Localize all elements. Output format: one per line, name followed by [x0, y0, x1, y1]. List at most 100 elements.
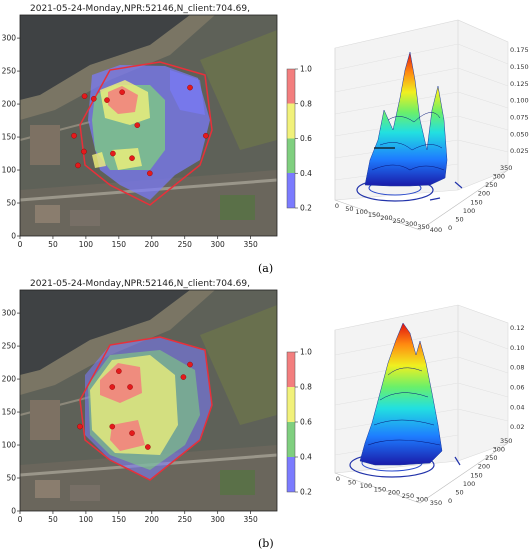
x-tick-label: 150 [368, 211, 380, 219]
y-tick-label: 0 [448, 224, 452, 232]
x-tick-label: 200 [145, 240, 160, 249]
y-tick-label: 150 [470, 471, 482, 479]
y-tick-label: 350 [500, 164, 512, 172]
y-tick-label: 250 [485, 454, 497, 462]
colorbar-tick-label: 0.8 [300, 99, 312, 108]
client-point [75, 162, 81, 169]
client-point [81, 148, 87, 155]
y-tick-label: 50 [6, 474, 16, 483]
client-point [127, 384, 133, 390]
x-tick-label: 50 [48, 240, 58, 249]
figure-panel-a: 2021-05-24-Monday,NPR:52146,N_client:704… [0, 0, 531, 275]
x-tick-label: 300 [211, 240, 226, 249]
client-point [109, 384, 116, 390]
surface-axes: 0.020.040.060.080.100.120 50 100 150 200 250 3… [336, 324, 525, 507]
z-tick-label: 0.050 [510, 130, 529, 138]
x-tick-label: 0 [18, 515, 23, 524]
x-tick-label: 300 [211, 515, 226, 524]
client-point [129, 155, 135, 161]
client-point [119, 89, 125, 95]
z-tick-label: 0.125 [510, 80, 529, 88]
x-tick-label: 0 [18, 240, 23, 249]
x-tick-label: 250 [402, 492, 414, 500]
client-points [71, 84, 209, 177]
x-tick-label: 350 [243, 515, 258, 524]
x-tick-label: 350 [417, 223, 429, 231]
panel-label-a: (a) [258, 262, 273, 275]
panel-label-b: (b) [258, 537, 274, 550]
client-point [109, 423, 116, 430]
z-tick-label: 0.025 [510, 147, 529, 155]
x-tick-label: 300 [405, 220, 417, 228]
z-tick-label: 0.04 [510, 403, 524, 411]
colorbar: 0.2 0.4 0.6 0.8 1.0 [286, 65, 312, 213]
y-tick-label: 150 [470, 198, 482, 206]
colorbar-tick-label: 0.4 [300, 169, 312, 178]
y-tick-label: 100 [2, 441, 17, 450]
x-tick-label: 400 [430, 226, 442, 234]
x-tick-label: 200 [380, 214, 392, 222]
x-tick-label: 0 [336, 475, 340, 483]
x-tick-label: 200 [388, 489, 400, 497]
y-tick-label: 0 [11, 507, 16, 516]
y-tick-label: 300 [493, 446, 505, 454]
client-point [147, 170, 153, 177]
colorbar-tick-label: 0.6 [300, 418, 312, 427]
z-tick-label: 0.150 [510, 63, 529, 71]
client-point [145, 444, 151, 450]
density-overlay [79, 61, 213, 206]
z-tick-label: 0.06 [510, 383, 524, 391]
x-tick-label: 150 [112, 515, 127, 524]
y-tick-label: 250 [2, 342, 17, 351]
x-tick-label: 200 [145, 515, 160, 524]
colorbar-tick-label: 0.6 [300, 134, 312, 143]
panel-a-svg: 2021-05-24-Monday,NPR:52146,N_client:704… [2, 4, 529, 275]
y-tick-label: 150 [2, 408, 17, 417]
x-tick-label: 100 [356, 208, 368, 216]
colorbar-ticks: 0.2 0.4 0.6 0.8 1.0 [295, 348, 312, 497]
y-tick-label: 350 [500, 437, 512, 445]
map-axes: 0 50 100 150 200 250 300 350 0 50 100 150 200 250 300 [2, 14, 278, 249]
y-tick-label: 100 [463, 207, 475, 215]
colorbar-tick-label: 0.4 [300, 453, 312, 462]
colorbar-tick-label: 1.0 [300, 65, 312, 74]
map-title: 2021-05-24-Monday,NPR:52146,N_client:704… [30, 279, 250, 289]
x-tick-label: 100 [79, 240, 94, 249]
y-tick-label: 0 [448, 497, 452, 505]
client-point [77, 423, 83, 430]
colorbar-tick-label: 0.2 [300, 488, 312, 497]
y-tick-label: 0 [11, 232, 16, 241]
y-tick-label: 200 [2, 375, 17, 384]
x-tick-label: 350 [430, 499, 442, 507]
y-tick-label: 200 [2, 100, 17, 109]
x-tick-label: 250 [178, 240, 193, 249]
y-tick-label: 300 [493, 173, 505, 181]
y-tick-label: 250 [485, 181, 497, 189]
density-overlay [79, 336, 213, 481]
y-tick-label: 50 [455, 215, 463, 223]
panel-b-svg: 2021-05-24-Monday,NPR:52146,N_client:704… [2, 279, 525, 550]
figure-panel-b: 2021-05-24-Monday,NPR:52146,N_client:704… [0, 275, 531, 550]
colorbar-tick-label: 0.2 [300, 204, 312, 213]
x-tick-label: 350 [243, 240, 258, 249]
x-tick-label: 50 [345, 205, 353, 213]
x-tick-label: 250 [178, 515, 193, 524]
client-point [110, 150, 116, 157]
colorbar-tick-label: 1.0 [300, 348, 312, 357]
y-tick-label: 50 [455, 488, 463, 496]
client-point [71, 132, 77, 139]
y-tick-label: 200 [478, 190, 490, 198]
z-tick-label: 0.10 [510, 344, 524, 352]
map-axes: 0 50 100 150 200 250 300 350 0 50 100 150 200 250 300 [2, 289, 278, 524]
y-tick-label: 200 [478, 463, 490, 471]
colorbar-ticks: 0.2 0.4 0.6 0.8 1.0 [295, 65, 312, 213]
client-point [180, 374, 187, 380]
x-tick-label: 50 [348, 478, 356, 486]
y-tick-label: 100 [2, 166, 17, 175]
x-tick-label: 0 [335, 202, 339, 210]
colorbar-tick-label: 0.8 [300, 383, 312, 392]
y-tick-label: 50 [6, 199, 16, 208]
y-tick-label: 300 [2, 34, 17, 43]
z-tick-label: 0.12 [510, 324, 524, 332]
